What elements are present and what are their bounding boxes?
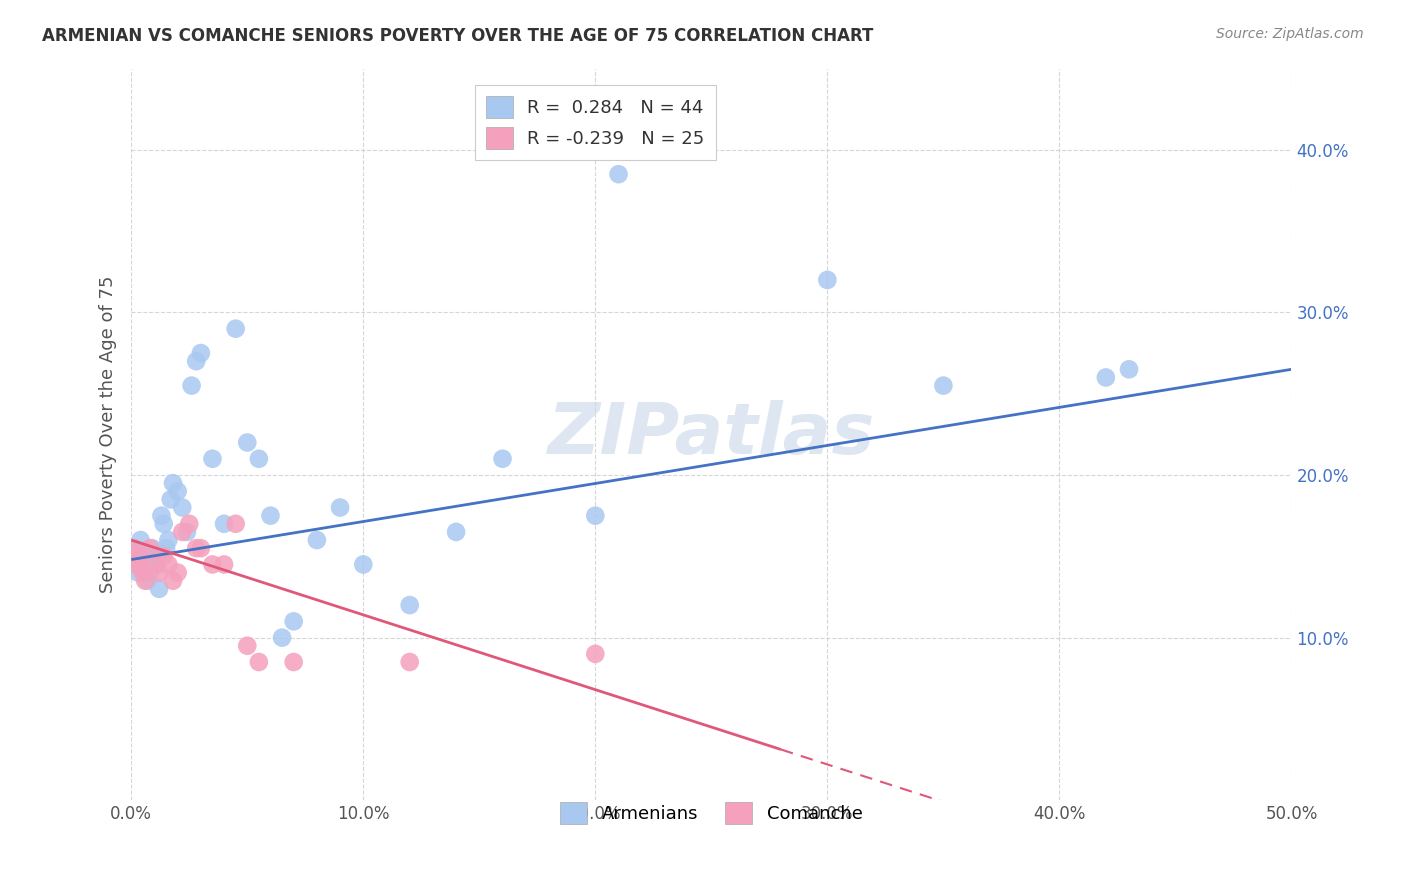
Text: ARMENIAN VS COMANCHE SENIORS POVERTY OVER THE AGE OF 75 CORRELATION CHART: ARMENIAN VS COMANCHE SENIORS POVERTY OVE… (42, 27, 873, 45)
Point (159, 492, 181, 507)
Point (607, 167, 630, 181)
Point (201, 451, 224, 466)
Point (236, 435, 259, 450)
Point (134, 558, 156, 572)
Point (398, 655, 420, 669)
Point (247, 655, 270, 669)
Point (305, 533, 328, 547)
Point (179, 516, 201, 531)
Point (127, 566, 149, 580)
Point (148, 566, 170, 580)
Point (166, 484, 188, 499)
Point (583, 647, 606, 661)
Point (190, 541, 212, 556)
Point (155, 541, 177, 556)
Point (247, 451, 270, 466)
Point (172, 500, 194, 515)
Point (125, 558, 148, 572)
Point (157, 558, 180, 572)
Point (172, 524, 194, 539)
Point (166, 566, 188, 580)
Point (283, 655, 305, 669)
Point (150, 508, 173, 523)
Point (186, 354, 208, 368)
Point (162, 476, 184, 491)
Point (201, 558, 224, 572)
Point (212, 516, 235, 531)
Point (162, 574, 184, 588)
Point (129, 558, 152, 572)
Point (271, 631, 294, 645)
Point (444, 524, 467, 539)
Point (180, 378, 202, 392)
Point (190, 346, 212, 360)
Point (152, 549, 174, 564)
Point (136, 574, 159, 588)
Point (122, 541, 145, 556)
Point (186, 541, 208, 556)
Point (176, 524, 198, 539)
Point (152, 516, 174, 531)
Point (398, 598, 420, 612)
Point (815, 273, 838, 287)
Point (139, 541, 162, 556)
Legend: Armenians, Comanche: Armenians, Comanche (550, 791, 873, 835)
Point (225, 516, 247, 531)
Point (157, 533, 180, 547)
Point (225, 321, 247, 335)
Point (352, 558, 374, 572)
Point (132, 549, 155, 564)
Point (129, 533, 152, 547)
Point (134, 574, 156, 588)
Text: ZIPatlas: ZIPatlas (548, 400, 875, 469)
Point (148, 582, 170, 596)
Point (329, 500, 352, 515)
Point (125, 558, 148, 572)
Text: Source: ZipAtlas.com: Source: ZipAtlas.com (1216, 27, 1364, 41)
Point (143, 549, 166, 564)
Point (139, 566, 162, 580)
Point (122, 541, 145, 556)
Point (932, 378, 955, 392)
Point (212, 558, 235, 572)
Y-axis label: Seniors Poverty Over the Age of 75: Seniors Poverty Over the Age of 75 (100, 276, 117, 593)
Point (127, 549, 149, 564)
Point (259, 508, 281, 523)
Point (132, 566, 155, 580)
Point (143, 558, 166, 572)
Point (1095, 370, 1118, 384)
Point (236, 639, 259, 653)
Point (141, 541, 163, 556)
Point (583, 508, 606, 523)
Point (146, 558, 169, 572)
Point (491, 451, 513, 466)
Point (1118, 362, 1140, 376)
Point (283, 615, 305, 629)
